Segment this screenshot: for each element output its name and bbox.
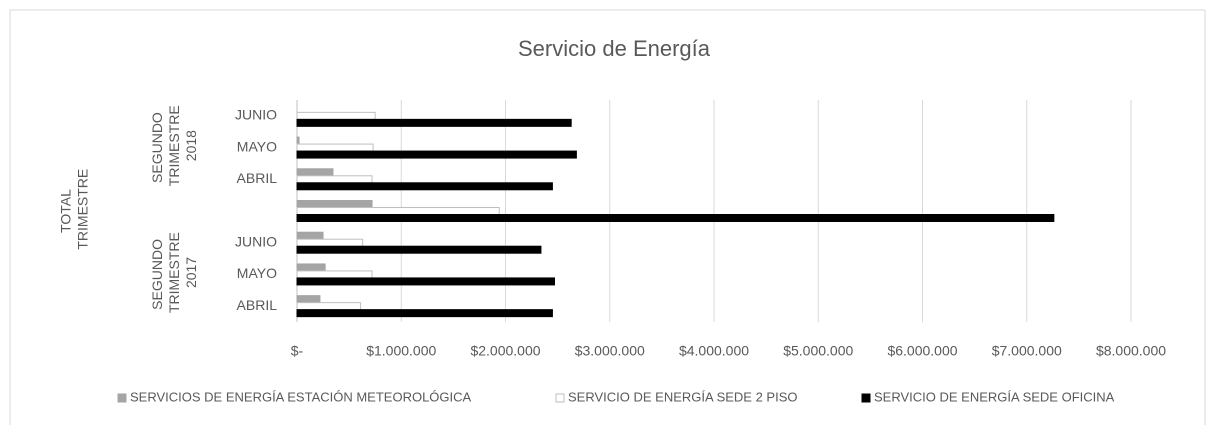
bar [296,143,374,152]
bar [296,231,324,240]
bar [296,136,300,145]
legend-swatch [117,393,127,403]
bar [296,245,542,254]
x-tick-label: $2.000.000 [470,343,540,359]
bar [296,214,1055,222]
y-tick-label: MAYO [237,265,277,281]
bar [296,238,364,247]
legend-label: SERVICIOS DE ENERGÍA ESTACIÓN METEOROLÓG… [130,389,472,404]
x-tick-label: $6.000.000 [887,343,957,359]
bar [296,168,334,177]
y-tick-label: ABRIL [237,297,278,313]
bar [296,150,577,159]
group-label: SEGUNDO TRIMESTRE 2018 [149,105,199,190]
group-label: TOTAL TRIMESTRE [57,169,90,254]
x-tick-label: $5.000.000 [783,343,853,359]
legend-swatch [555,393,565,403]
x-tick-label: $4.000.000 [679,343,749,359]
bar [296,118,572,127]
chart-title: Servicio de Energía [518,36,711,61]
bar [296,175,373,184]
y-tick-label: JUNIO [235,107,277,123]
legend-swatch [861,393,871,403]
x-tick-label: $1.000.000 [366,343,436,359]
bar [296,295,321,304]
bar [296,302,362,311]
y-tick-label: ABRIL [237,170,278,186]
bar [296,270,373,279]
x-tick-label: $7.000.000 [992,343,1062,359]
x-tick-label: $3.000.000 [575,343,645,359]
x-tick-label: $8.000.000 [1096,343,1166,359]
bar [296,309,553,318]
y-tick-label: MAYO [237,138,277,154]
bar [296,263,326,272]
bar [296,111,376,120]
legend-label: SERVICIO DE ENERGÍA SEDE OFICINA [874,389,1115,404]
bar [296,277,555,286]
bar [296,207,500,215]
bar [296,200,373,208]
x-tick-label: $- [291,343,304,359]
legend-label: SERVICIO DE ENERGÍA SEDE 2 PISO [568,389,798,404]
bar [296,182,553,191]
group-label: SEGUNDO TRIMESTRE 2017 [149,232,199,317]
y-tick-label: JUNIO [235,233,277,249]
